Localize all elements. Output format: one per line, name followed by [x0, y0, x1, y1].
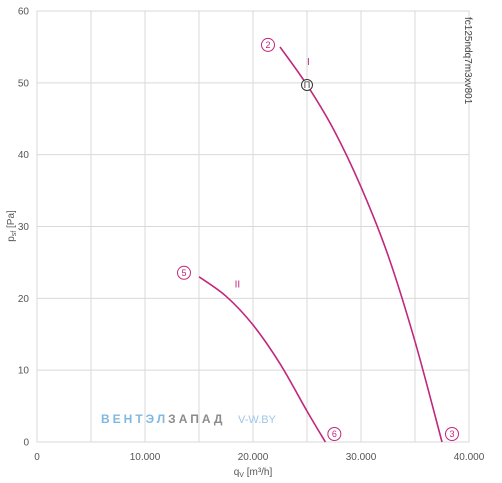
y-axis-ticks: 0 10 20 30 40 50 60	[18, 7, 30, 449]
watermark: ВЕНТЭЛЗАПАД V-W.BY	[101, 412, 277, 426]
y-tick-label: 20	[18, 294, 30, 305]
svg-text:ВЕНТЭЛЗАПАД: ВЕНТЭЛЗАПАД	[101, 412, 225, 426]
marker-6: 6	[327, 427, 342, 441]
x-axis-ticks: 0 10.000 20.000 30.000 40.000	[34, 452, 485, 463]
grid	[37, 11, 469, 442]
x-tick-label: 20.000	[238, 452, 269, 463]
x-tick-label: 40.000	[454, 452, 485, 463]
operating-point-circle	[301, 78, 313, 91]
marker-2: 2	[261, 37, 275, 52]
y-tick-label: 60	[18, 7, 30, 18]
marker-circle	[261, 37, 275, 52]
marker-circle	[177, 265, 191, 280]
watermark-part2: ЗАПАД	[168, 412, 225, 426]
marker-label: 2	[265, 40, 270, 50]
x-tick-label: 10.000	[130, 452, 161, 463]
marker-circle	[327, 427, 342, 441]
marker-3: 3	[445, 427, 459, 441]
x-tick-label: 0	[34, 452, 40, 463]
y-tick-label: 0	[23, 438, 29, 449]
watermark-site: V-W.BY	[238, 414, 277, 426]
curve-label: I	[307, 57, 310, 68]
x-axis-label: qV [m³/h]	[234, 467, 273, 479]
y-axis-label: psf [Pa]	[6, 210, 18, 242]
curve-labels: III	[235, 57, 310, 291]
y-tick-label: 30	[18, 222, 30, 233]
curve-label: II	[235, 280, 241, 291]
model-code: fc125ndq7m3xv801	[462, 17, 473, 105]
operating-point-layer: П	[301, 78, 313, 91]
x-tick-label: 30.000	[346, 452, 377, 463]
marker-label: 3	[449, 429, 454, 439]
operating-point-label: П	[304, 80, 310, 90]
curve-end-markers: 2 3 5 6	[177, 37, 459, 441]
watermark-part1: ВЕНТЭЛ	[101, 412, 168, 426]
marker-label: 5	[181, 268, 186, 278]
marker-label: 6	[332, 429, 337, 439]
series-line-ii	[198, 276, 327, 443]
y-tick-label: 10	[18, 366, 30, 377]
y-tick-label: 40	[18, 150, 30, 161]
marker-circle	[445, 427, 459, 441]
y-tick-label: 50	[18, 78, 30, 89]
marker-5: 5	[177, 265, 191, 280]
